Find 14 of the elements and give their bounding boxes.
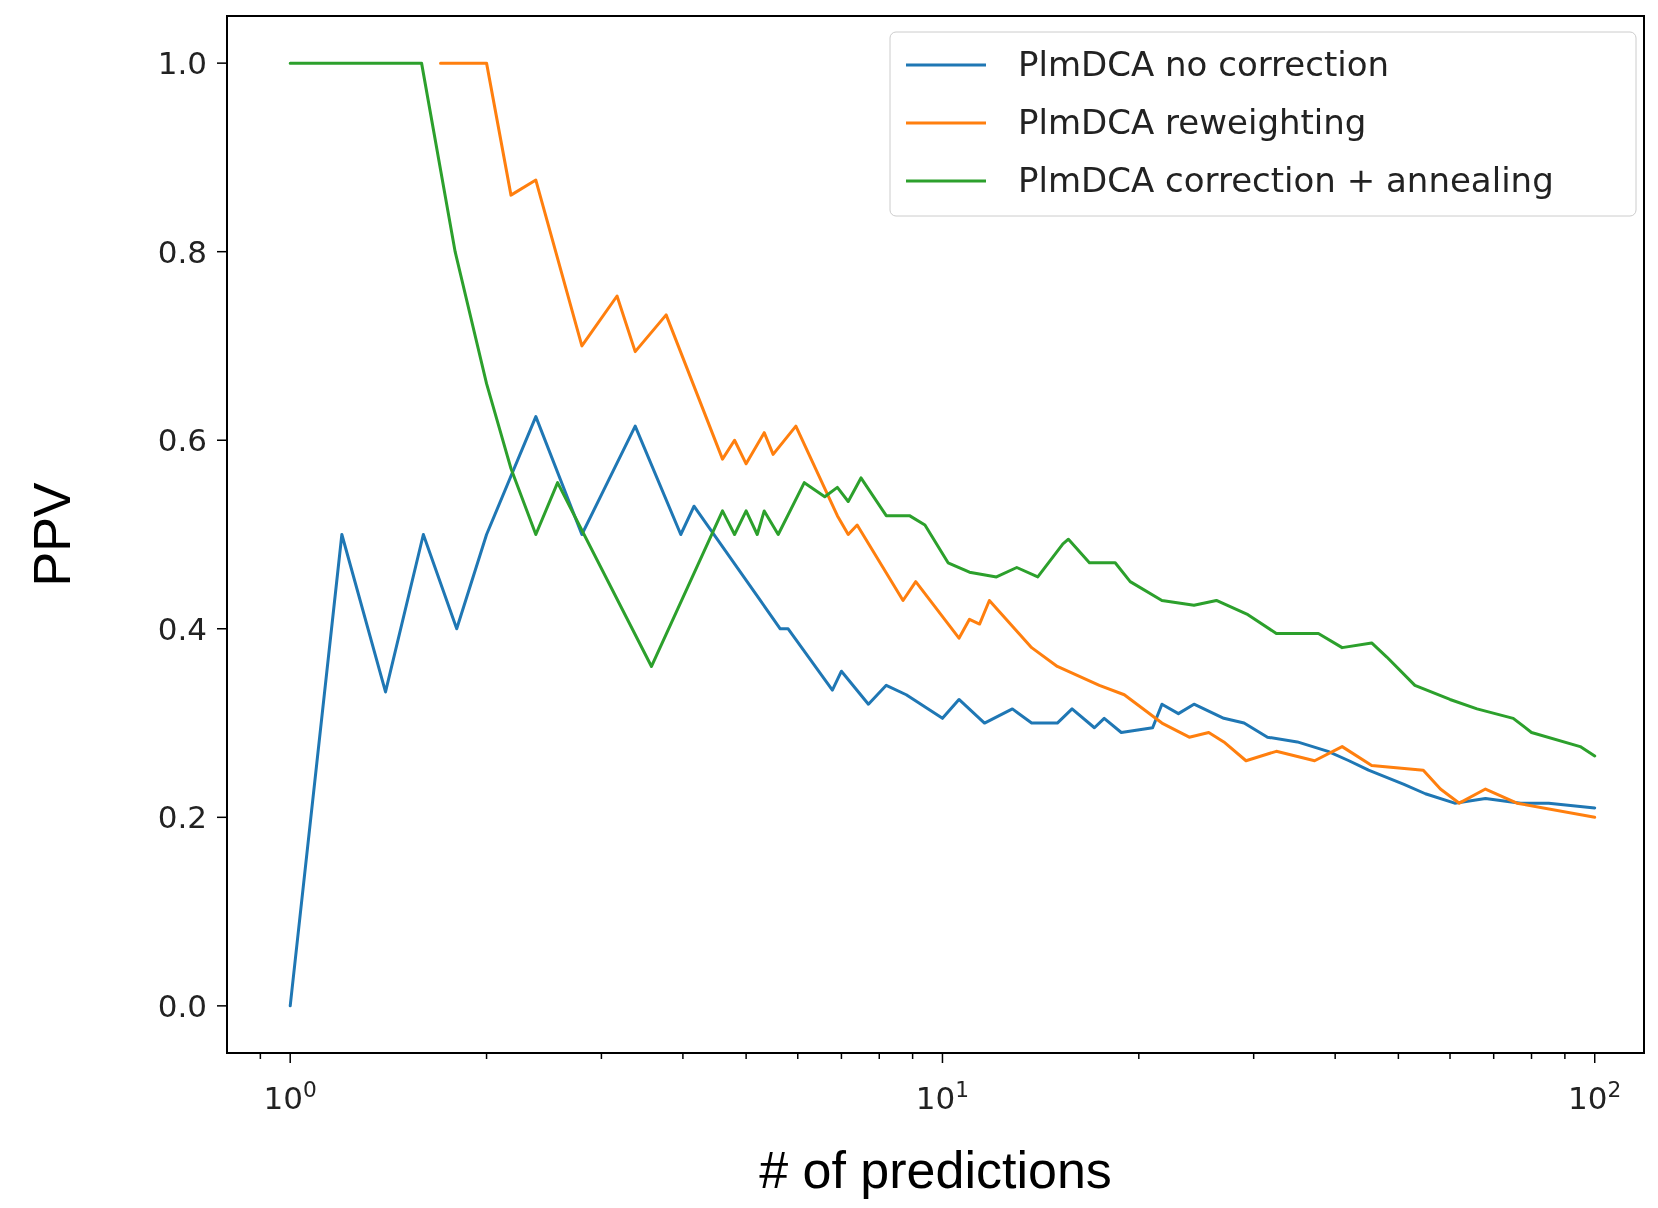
y-tick-label: 1.0 bbox=[157, 45, 207, 82]
y-tick-label: 0.2 bbox=[157, 799, 207, 836]
y-tick-label: 0.6 bbox=[157, 422, 207, 459]
legend-label: PlmDCA reweighting bbox=[1018, 102, 1367, 142]
x-tick-label: 10$^{2}$ bbox=[1568, 1076, 1622, 1116]
y-axis-title: PPV bbox=[23, 482, 81, 587]
y-tick-label: 0.0 bbox=[157, 987, 207, 1024]
x-tick-label: 10$^{0}$ bbox=[263, 1076, 317, 1116]
x-axis-title: # of predictions bbox=[759, 1141, 1112, 1199]
legend-label: PlmDCA no correction bbox=[1018, 44, 1390, 84]
y-tick-label: 0.4 bbox=[157, 610, 207, 647]
legend-label: PlmDCA correction + annealing bbox=[1018, 160, 1554, 200]
y-tick-label: 0.8 bbox=[157, 233, 207, 270]
x-tick-label: 10$^{1}$ bbox=[915, 1076, 970, 1116]
